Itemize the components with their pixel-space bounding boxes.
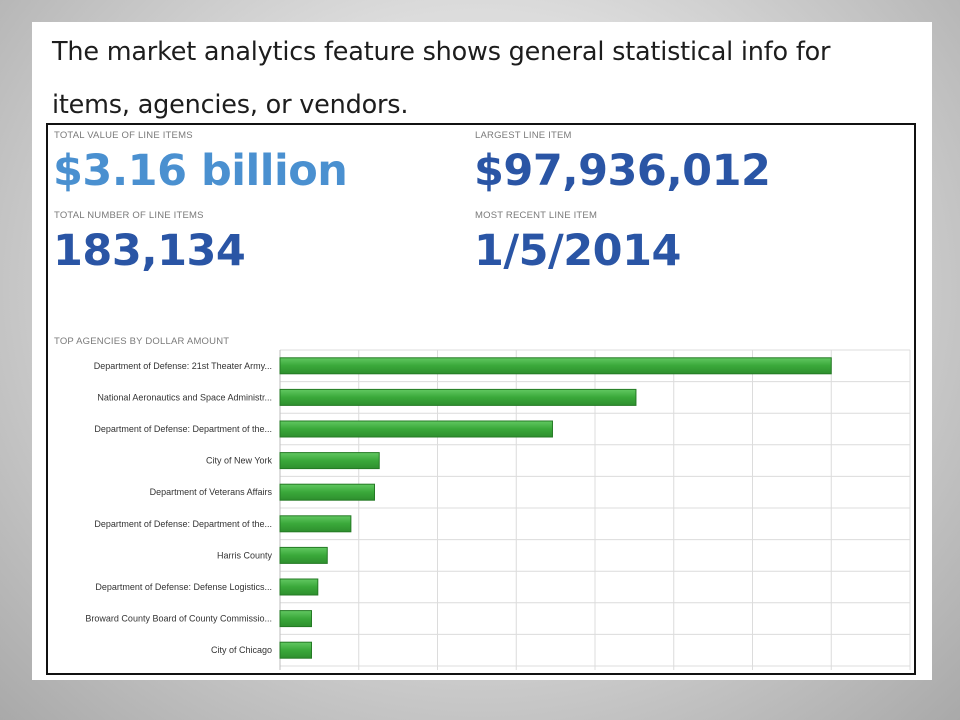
bar xyxy=(279,483,375,501)
total-value-amount: $3.16 billion xyxy=(53,146,348,196)
bar xyxy=(279,578,319,596)
total-count-label: TOTAL NUMBER OF LINE ITEMS xyxy=(54,210,204,221)
category-label: City of New York xyxy=(206,456,273,466)
bar xyxy=(279,388,637,406)
total-count-amount: 183,134 xyxy=(53,226,246,276)
chart-title: TOP AGENCIES BY DOLLAR AMOUNT xyxy=(54,336,230,347)
largest-item-amount: $97,936,012 xyxy=(474,146,771,196)
category-label: Department of Defense: 21st Theater Army… xyxy=(94,361,272,371)
category-label: City of Chicago xyxy=(211,645,272,655)
slide-caption: The market analytics feature shows gener… xyxy=(52,37,831,120)
bar xyxy=(279,546,328,564)
most-recent-label: MOST RECENT LINE ITEM xyxy=(475,210,598,221)
category-label: National Aeronautics and Space Administr… xyxy=(97,392,272,402)
bar xyxy=(279,515,352,533)
slide: The market analytics feature shows gener… xyxy=(32,22,932,680)
top-agencies-chart: Department of Defense: 21st Theater Army… xyxy=(85,349,911,670)
most-recent-date: 1/5/2014 xyxy=(474,226,681,276)
bar xyxy=(279,641,312,659)
bar xyxy=(279,452,380,470)
category-label: Department of Veterans Affairs xyxy=(150,487,273,497)
category-label: Broward County Board of County Commissio… xyxy=(85,614,272,624)
category-label: Harris County xyxy=(217,550,273,560)
category-label: Department of Defense: Department of the… xyxy=(94,519,272,529)
total-value-label: TOTAL VALUE OF LINE ITEMS xyxy=(54,130,193,141)
category-label: Department of Defense: Department of the… xyxy=(94,424,272,434)
bar xyxy=(279,610,312,628)
largest-item-label: LARGEST LINE ITEM xyxy=(475,130,572,141)
bar xyxy=(279,420,553,438)
bar xyxy=(279,357,832,375)
market-analytics-panel: TOTAL VALUE OF LINE ITEMS $3.16 billion … xyxy=(46,123,916,675)
category-label: Department of Defense: Defense Logistics… xyxy=(95,582,272,592)
